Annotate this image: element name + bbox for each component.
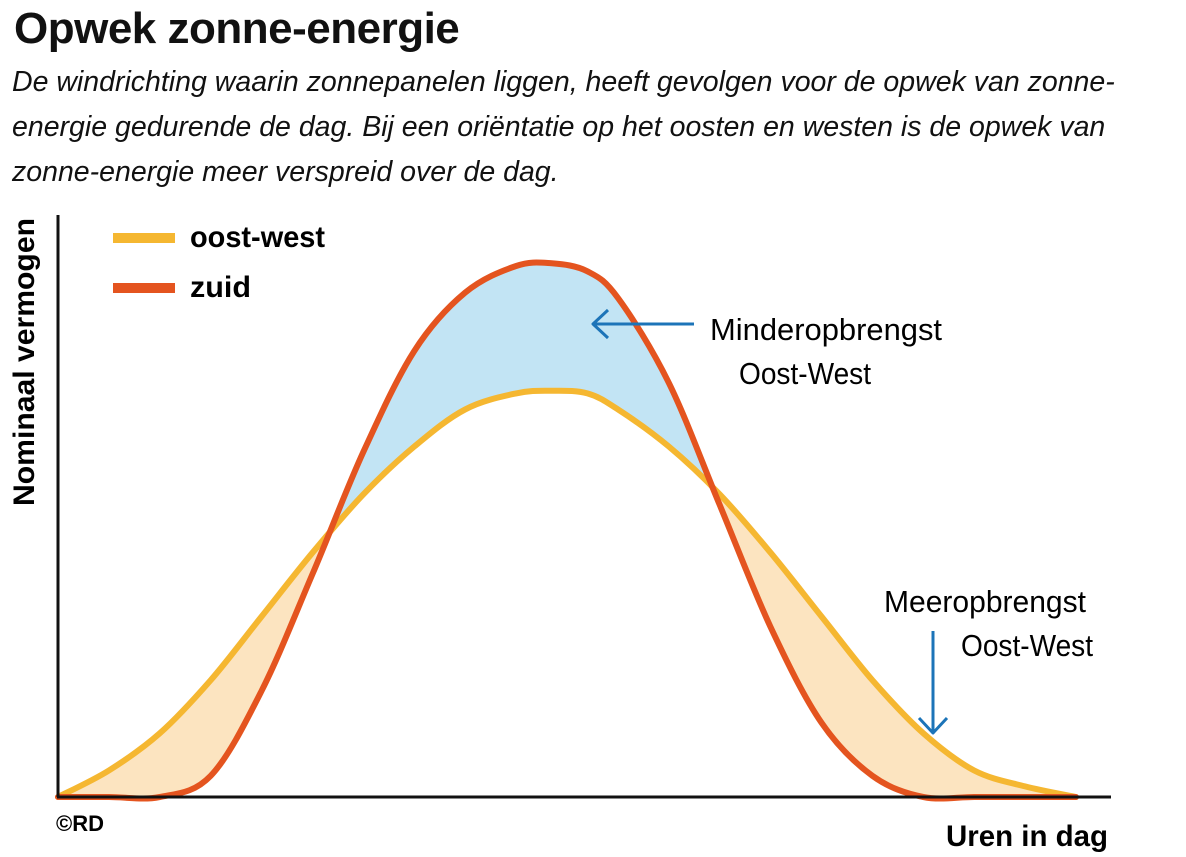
x-axis-label: Uren in dag bbox=[946, 820, 1108, 853]
series-line-zuid bbox=[55, 259, 1079, 802]
series-lines bbox=[55, 259, 1079, 802]
credit-label: ©RD bbox=[56, 811, 104, 836]
annotation-minderopbrengst: Minderopbrengst Oost-West bbox=[591, 308, 942, 391]
arrow-minder-head bbox=[591, 308, 610, 340]
legend: oost-west zuid bbox=[113, 221, 325, 304]
series-line-oost-west bbox=[55, 387, 1079, 800]
annotation-minder-line2: Oost-West bbox=[739, 356, 871, 391]
comparison-fills bbox=[58, 262, 1076, 799]
annotation-meer-line2: Oost-West bbox=[961, 628, 1093, 663]
shared-area bbox=[58, 390, 1076, 797]
chart-subtitle: De windrichting waarin zonnepanelen ligg… bbox=[12, 66, 1115, 188]
chart-title: Opwek zonne-energie bbox=[14, 4, 460, 53]
y-axis-label: Nominaal vermogen bbox=[8, 218, 41, 506]
axes bbox=[56, 215, 1111, 799]
annotation-meer-line1: Meeropbrengst bbox=[884, 584, 1086, 619]
arrow-meer-head bbox=[917, 716, 949, 735]
legend-label-oost-west: oost-west bbox=[190, 221, 325, 254]
annotation-minder-line1: Minderopbrengst bbox=[710, 312, 942, 347]
legend-label-zuid: zuid bbox=[190, 271, 251, 304]
annotation-meeropbrengst: Meeropbrengst Oost-West bbox=[884, 584, 1093, 735]
